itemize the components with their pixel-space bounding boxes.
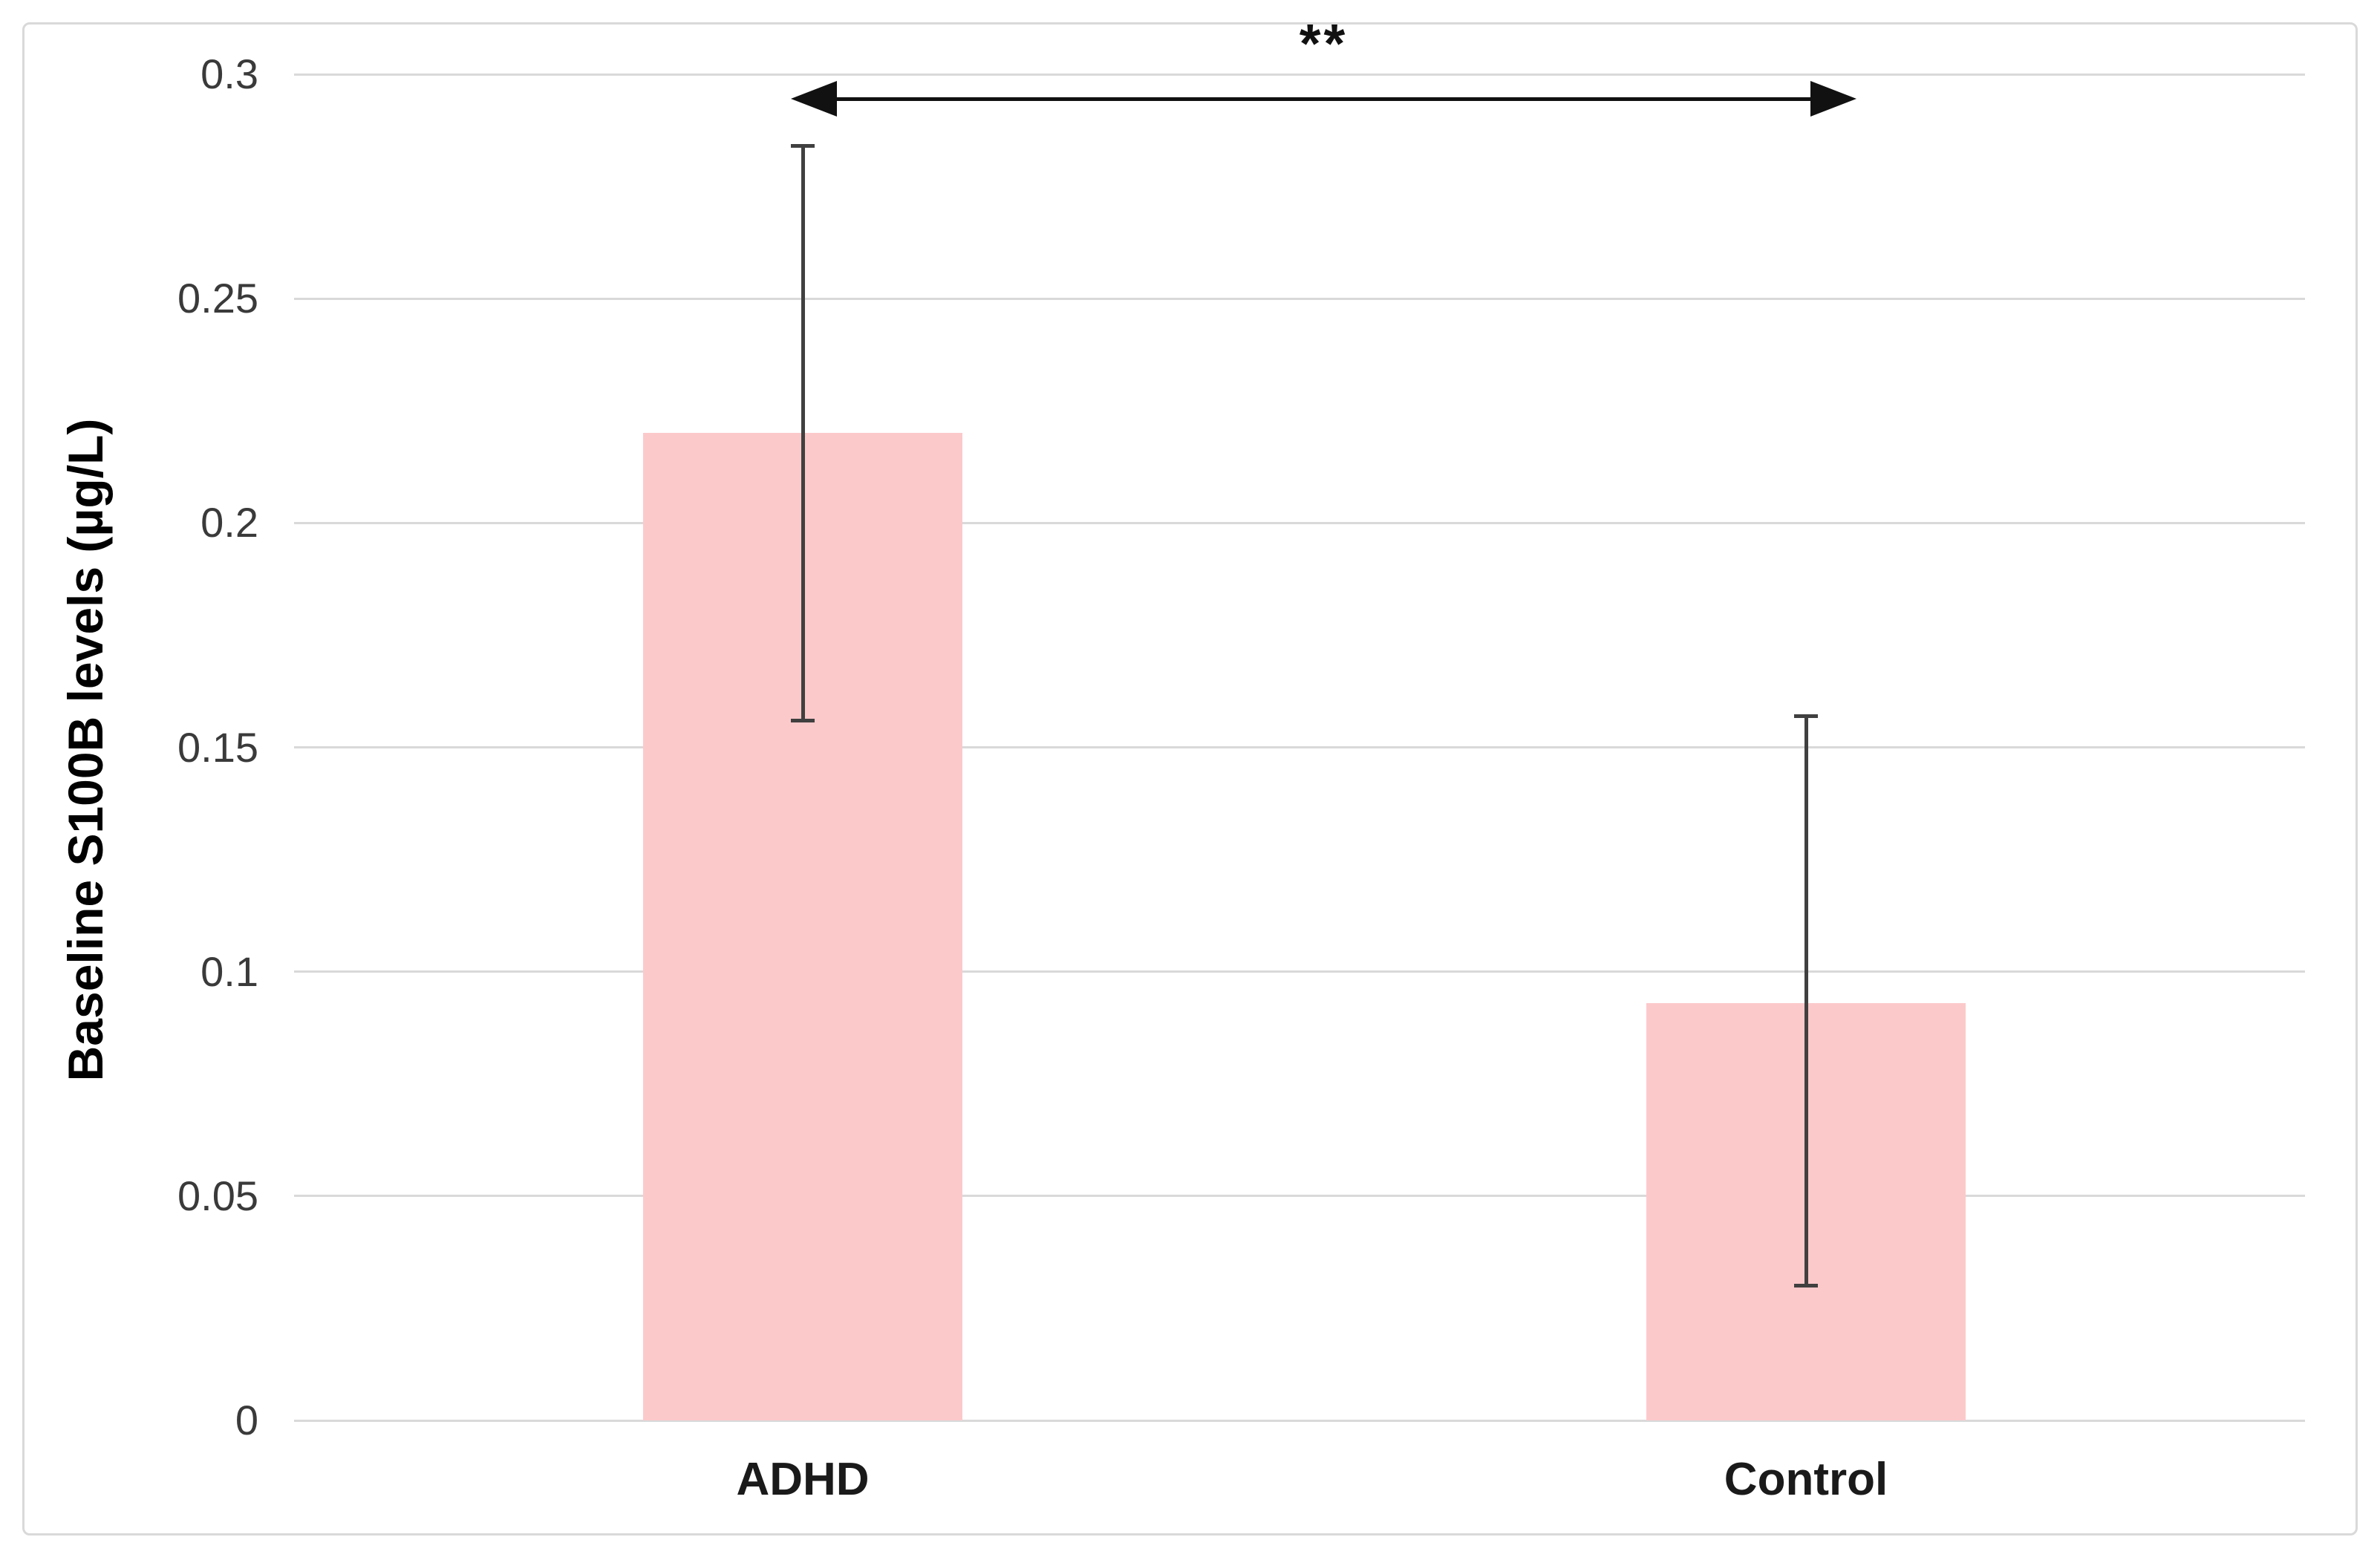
y-tick-label: 0.15 [177, 723, 258, 771]
chart-border [22, 22, 2358, 1535]
error-bar-line [801, 146, 805, 721]
y-tick-label: 0.2 [200, 499, 258, 546]
gridline [294, 521, 2305, 524]
error-bar-cap-top [1794, 714, 1818, 718]
gridline [294, 297, 2305, 300]
y-tick-label: 0.1 [200, 947, 258, 995]
arrow-head-right [1810, 81, 1856, 117]
significance-arrow-shaft [827, 97, 1821, 101]
gridline [294, 1419, 2305, 1422]
arrow-head-left [791, 81, 837, 117]
error-bar-cap-top [791, 144, 815, 149]
y-tick-label: 0.25 [177, 275, 258, 322]
y-tick-label: 0.05 [177, 1172, 258, 1219]
error-bar-cap-bottom [1794, 1284, 1818, 1288]
error-bar-cap-bottom [791, 718, 815, 722]
significance-stars: ** [1299, 13, 1349, 74]
gridline [294, 970, 2305, 973]
y-tick-label: 0 [235, 1397, 258, 1443]
gridline [294, 73, 2305, 76]
gridline [294, 1195, 2305, 1198]
y-tick-label: 0.3 [200, 50, 258, 97]
x-category-label: ADHD [736, 1454, 870, 1505]
gridline [294, 746, 2305, 748]
error-bar-line [1804, 716, 1808, 1286]
x-category-label: Control [1724, 1454, 1888, 1505]
